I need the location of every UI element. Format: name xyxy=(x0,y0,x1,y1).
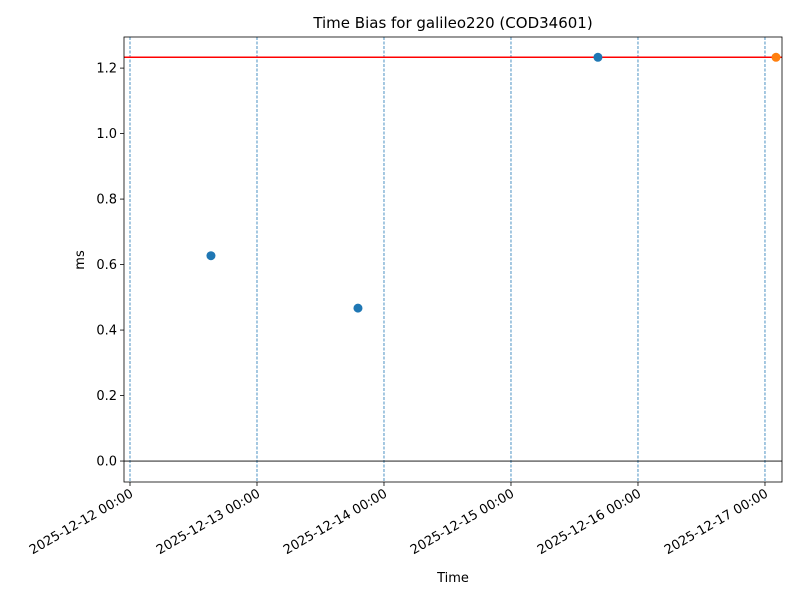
y-tick-label: 1.2 xyxy=(96,62,117,77)
x-axis-label: Time xyxy=(436,571,469,586)
data-point xyxy=(353,303,363,313)
plot-frame xyxy=(123,36,783,483)
y-axis-label: ms xyxy=(73,250,88,270)
y-tick-label: 0.4 xyxy=(96,324,117,339)
y-tick-label: 0.2 xyxy=(96,389,117,404)
y-tick-label: 0.0 xyxy=(96,455,117,470)
data-point xyxy=(593,52,603,62)
y-tick-label: 0.6 xyxy=(96,258,117,273)
data-point xyxy=(771,52,781,62)
chart-title: Time Bias for galileo220 (COD34601) xyxy=(312,14,592,32)
data-point xyxy=(206,251,216,261)
y-tick-label: 1.0 xyxy=(96,127,117,142)
y-tick-label: 0.8 xyxy=(96,193,117,208)
